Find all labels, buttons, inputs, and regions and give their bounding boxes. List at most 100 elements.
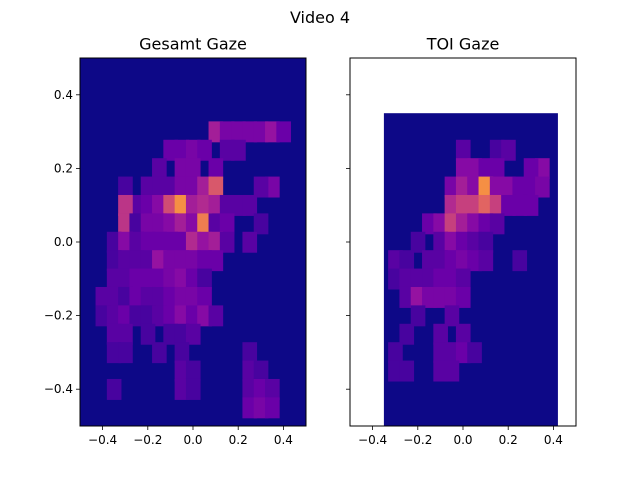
heatmap-cell — [163, 286, 178, 308]
heatmap-cell — [265, 121, 280, 143]
x-tick-label: 0.4 — [544, 433, 563, 447]
heatmap-cell — [433, 286, 448, 308]
heatmap-cell — [129, 305, 145, 327]
heatmap-cell — [106, 342, 122, 364]
heatmap-cell — [467, 194, 482, 216]
heatmap-cell — [512, 250, 528, 272]
heatmap-cell — [140, 305, 156, 327]
heatmap-cell — [208, 121, 224, 143]
heatmap-cell — [152, 158, 167, 180]
heatmap-cell — [129, 268, 145, 290]
heatmap-cell — [174, 342, 190, 364]
x-tick-label: −0.4 — [88, 433, 117, 447]
heatmap-cell — [410, 268, 426, 290]
heatmap-cell — [106, 378, 122, 400]
y-tick-label: 0.0 — [54, 235, 73, 249]
heatmap-cell — [106, 305, 122, 327]
heatmap-cell — [208, 231, 224, 253]
heatmap-cell — [455, 286, 471, 308]
heatmap-cell — [535, 158, 550, 180]
x-tick-label: 0.4 — [274, 433, 293, 447]
heatmap-cell — [455, 158, 471, 180]
x-tick-label: 0.0 — [453, 433, 472, 447]
heatmap-cell — [433, 360, 448, 382]
heatmap-cell — [455, 194, 471, 216]
heatmap-cell — [422, 250, 437, 272]
heatmap-cell — [106, 268, 122, 290]
y-tick-label: 0.4 — [54, 88, 73, 102]
y-tick-label: 0.2 — [54, 161, 73, 175]
heatmap-cell — [174, 194, 190, 216]
x-tick-label: −0.2 — [133, 433, 162, 447]
heatmap-cell — [455, 176, 471, 198]
heatmap-cell — [455, 250, 471, 272]
heatmap-cell — [185, 286, 201, 308]
heatmap-cell — [489, 139, 505, 161]
heatmap-cell — [388, 268, 403, 290]
heatmap-cell — [219, 139, 235, 161]
heatmap-cell — [444, 176, 460, 198]
heatmap-cell — [455, 268, 471, 290]
heatmap-cell — [129, 213, 145, 235]
heatmap-cell — [489, 158, 505, 180]
heatmap-cell — [174, 231, 190, 253]
heatmap-cell — [444, 342, 460, 364]
heatmap-cell — [242, 397, 258, 419]
heatmap-cell — [185, 360, 201, 382]
heatmap-cell — [174, 286, 190, 308]
heatmap-cell — [455, 323, 471, 345]
heatmap-cell — [433, 268, 448, 290]
heatmap-cell — [422, 213, 437, 235]
heatmap-cell — [489, 213, 505, 235]
heatmap-cell — [118, 342, 133, 364]
heatmap-cell — [185, 268, 201, 290]
heatmap-cell — [219, 194, 235, 216]
heatmap-cell — [265, 378, 280, 400]
heatmap-cell — [433, 250, 448, 272]
heatmap-cell — [242, 360, 258, 382]
heatmap-cell — [219, 213, 235, 235]
heatmap-cell — [185, 250, 201, 272]
subplot-title-toi-gaze: TOI Gaze — [426, 35, 500, 54]
heatmap-cell — [152, 268, 167, 290]
heatmap-cell — [444, 360, 460, 382]
heatmap-cell — [118, 268, 133, 290]
heatmap-cell — [253, 397, 269, 419]
heatmap-cell — [455, 231, 471, 253]
heatmap-cell — [433, 342, 448, 364]
x-axis: −0.4 −0.2 0.0 0.2 0.4 — [358, 426, 563, 447]
heatmap-cell — [253, 176, 269, 198]
x-axis: −0.4 −0.2 0.0 0.2 0.4 — [88, 426, 293, 447]
x-tick-label: −0.4 — [358, 433, 387, 447]
heatmap-cell — [253, 213, 269, 235]
heatmap-cell — [140, 323, 156, 345]
heatmap-cell — [467, 176, 482, 198]
heatmap-cell — [455, 342, 471, 364]
heatmap-cell — [512, 194, 528, 216]
heatmap-cell — [478, 250, 494, 272]
heatmap-cell — [512, 176, 528, 198]
heatmap-cell — [174, 378, 190, 400]
heatmap-cell — [163, 323, 178, 345]
heatmap-cell — [174, 139, 190, 161]
heatmap-cell — [106, 231, 122, 253]
heatmap-cell — [197, 305, 212, 327]
heatmap-cell — [501, 194, 516, 216]
heatmap-cell — [444, 194, 460, 216]
heatmap-cell — [163, 194, 178, 216]
heatmap-cell — [152, 194, 167, 216]
heatmap-cell — [95, 305, 111, 327]
heatmap-cell — [422, 268, 437, 290]
heatmap-cell — [118, 286, 133, 308]
y-tick-label: −0.2 — [44, 309, 73, 323]
heatmap-cell — [276, 121, 291, 143]
heatmap-cell — [399, 250, 415, 272]
heatmap-cell — [140, 268, 156, 290]
heatmap-cell — [219, 121, 235, 143]
heatmap-cell — [152, 305, 167, 327]
heatmap-cell — [174, 268, 190, 290]
heatmap-cell — [399, 268, 415, 290]
heatmap-cell — [467, 250, 482, 272]
heatmap-cell — [197, 231, 212, 253]
heatmap-cell — [467, 158, 482, 180]
